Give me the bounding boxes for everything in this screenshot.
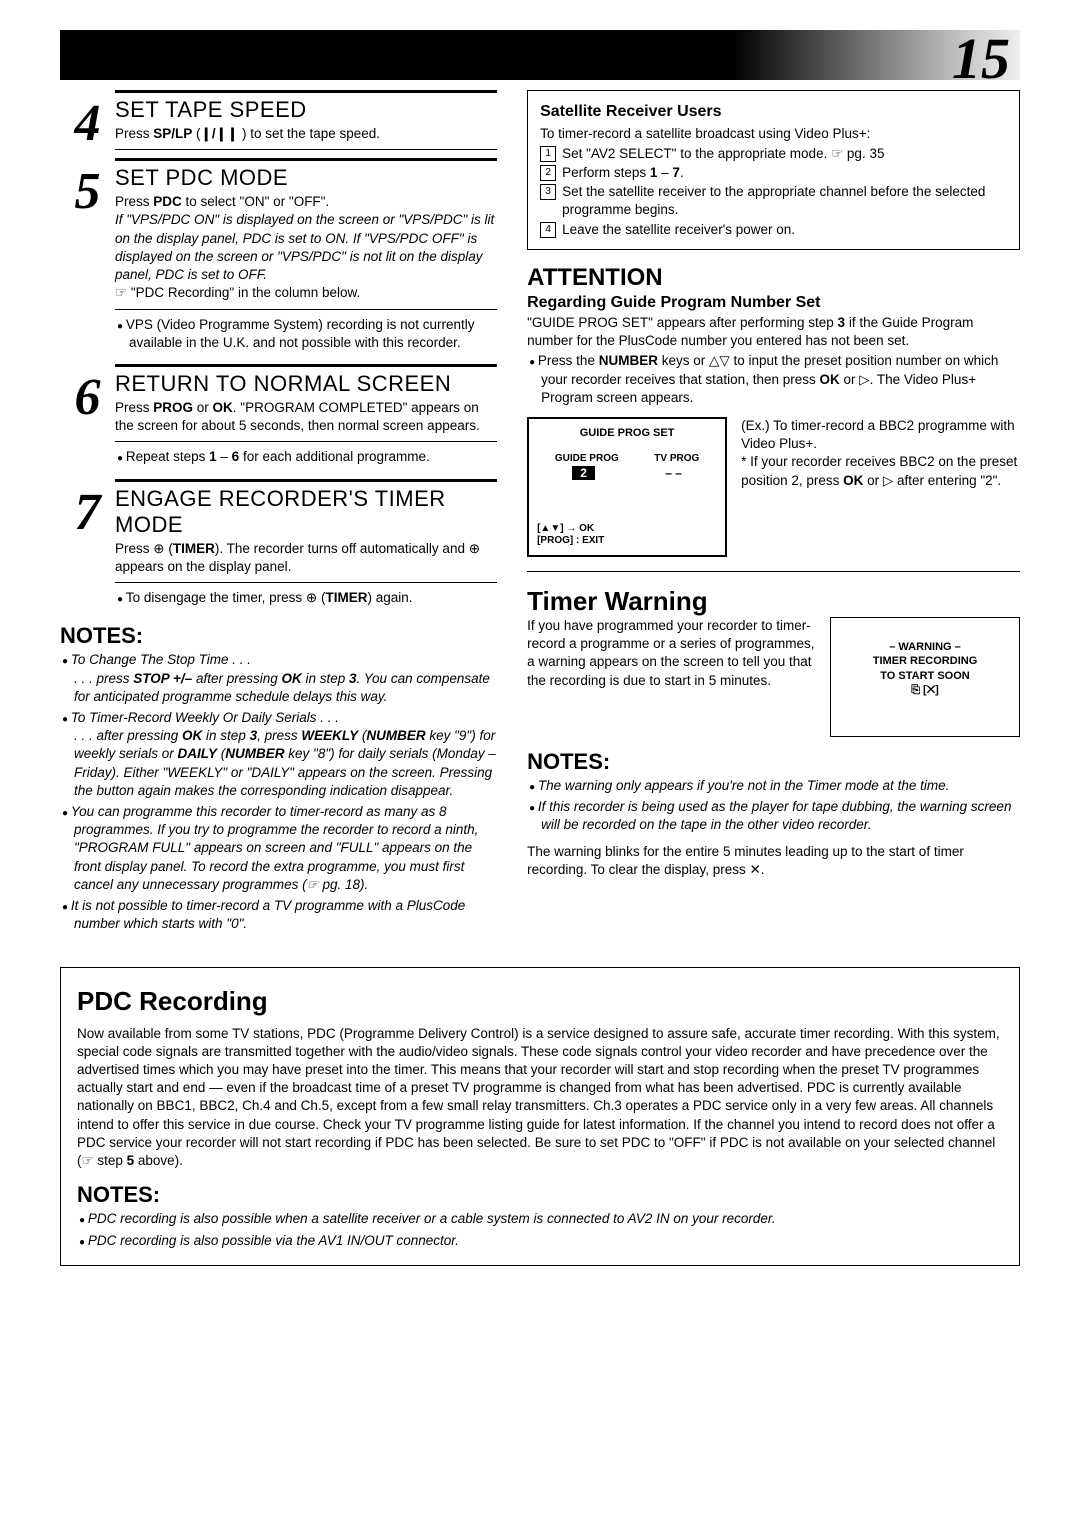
- box-num-icon: 1: [540, 146, 556, 162]
- satellite-steps: 1Set "AV2 SELECT" to the appropriate mod…: [540, 145, 1007, 239]
- screen-example-row: GUIDE PROG SET GUIDE PROG TV PROG 2 – – …: [527, 417, 1020, 557]
- header-band: 15: [60, 30, 1020, 80]
- pdc-notes-list: PDC recording is also possible when a sa…: [77, 1210, 1003, 1249]
- right-column: Satellite Receiver Users To timer-record…: [527, 90, 1020, 937]
- step-number: 4: [60, 98, 115, 150]
- step-number: 7: [60, 487, 115, 539]
- timer-warning-heading: Timer Warning: [527, 571, 1020, 617]
- box-num-icon: 4: [540, 222, 556, 238]
- sat-step-2: 2Perform steps 1 – 7.: [540, 164, 1007, 182]
- note-item: PDC recording is also possible when a sa…: [91, 1210, 1003, 1228]
- timer-tail: The warning blinks for the entire 5 minu…: [527, 843, 1020, 879]
- sat-step-4: 4Leave the satellite receiver's power on…: [540, 221, 1007, 239]
- step-content: RETURN TO NORMAL SCREEN Press PROG or OK…: [115, 364, 497, 471]
- note-item: To Change The Stop Time . . .. . . press…: [74, 651, 497, 706]
- step-content: SET PDC MODE Press PDC to select "ON" or…: [115, 158, 497, 356]
- note-item: To Timer-Record Weekly Or Daily Serials …: [74, 709, 497, 800]
- guide-prog-screen: GUIDE PROG SET GUIDE PROG TV PROG 2 – – …: [527, 417, 727, 557]
- step-4: 4 SET TAPE SPEED Press SP/LP (❙/❙❙ ) to …: [60, 90, 497, 150]
- step-title: ENGAGE RECORDER'S TIMER MODE: [115, 486, 497, 538]
- step-number: 5: [60, 166, 115, 218]
- warning-screen: – WARNING –TIMER RECORDINGTO START SOON⎘…: [830, 617, 1020, 737]
- satellite-heading: Satellite Receiver Users: [540, 101, 1007, 123]
- step-7: 7 ENGAGE RECORDER'S TIMER MODE Press ⊕ (…: [60, 479, 497, 612]
- step-number: 6: [60, 372, 115, 424]
- timer-notes-list: The warning only appears if you're not i…: [527, 777, 1020, 835]
- step-6: 6 RETURN TO NORMAL SCREEN Press PROG or …: [60, 364, 497, 471]
- note-item: PDC recording is also possible via the A…: [91, 1232, 1003, 1250]
- step-body: Press SP/LP (❙/❙❙ ) to set the tape spee…: [115, 125, 497, 150]
- note-item: It is not possible to timer-record a TV …: [74, 897, 497, 933]
- step-body: Press ⊕ (TIMER). The recorder turns off …: [115, 540, 497, 583]
- pdc-box: PDC Recording Now available from some TV…: [60, 967, 1020, 1266]
- satellite-box: Satellite Receiver Users To timer-record…: [527, 90, 1020, 250]
- screen-title: GUIDE PROG SET: [537, 427, 717, 439]
- step-title: SET TAPE SPEED: [115, 97, 497, 123]
- attention-bullet: Press the NUMBER keys or △▽ to input the…: [527, 352, 1020, 407]
- step-title: RETURN TO NORMAL SCREEN: [115, 371, 497, 397]
- left-column: 4 SET TAPE SPEED Press SP/LP (❙/❙❙ ) to …: [60, 90, 497, 937]
- attention-subheading: Regarding Guide Program Number Set: [527, 294, 1020, 312]
- attention-text: "GUIDE PROG SET" appears after performin…: [527, 314, 1020, 350]
- step-body: Press PROG or OK. "PROGRAM COMPLETED" ap…: [115, 399, 497, 442]
- timer-row: If you have programmed your recorder to …: [527, 617, 1020, 737]
- note-item: The warning only appears if you're not i…: [541, 777, 1020, 795]
- main-columns: 4 SET TAPE SPEED Press SP/LP (❙/❙❙ ) to …: [60, 90, 1020, 937]
- note-item: If this recorder is being used as the pl…: [541, 798, 1020, 834]
- step-note: Repeat steps 1 – 6 for each additional p…: [115, 442, 497, 470]
- pdc-heading: PDC Recording: [77, 986, 1003, 1017]
- sat-step-3: 3Set the satellite receiver to the appro…: [540, 183, 1007, 219]
- step-title: SET PDC MODE: [115, 165, 497, 191]
- step-content: SET TAPE SPEED Press SP/LP (❙/❙❙ ) to se…: [115, 90, 497, 150]
- notes-list: To Change The Stop Time . . .. . . press…: [60, 651, 497, 933]
- screen-cols: GUIDE PROG TV PROG: [537, 453, 717, 464]
- page-number: 15: [952, 25, 1010, 92]
- timer-text: If you have programmed your recorder to …: [527, 617, 816, 737]
- screen-values: 2 – –: [537, 466, 717, 480]
- box-num-icon: 2: [540, 165, 556, 181]
- note-item: You can programme this recorder to timer…: [74, 803, 497, 894]
- step-5: 5 SET PDC MODE Press PDC to select "ON" …: [60, 158, 497, 356]
- satellite-intro: To timer-record a satellite broadcast us…: [540, 125, 1007, 143]
- step-note: To disengage the timer, press ⊕ (TIMER) …: [115, 583, 497, 611]
- notes-heading: NOTES:: [60, 623, 497, 649]
- box-num-icon: 3: [540, 184, 556, 200]
- attention-heading: ATTENTION: [527, 264, 1020, 292]
- step-note: VPS (Video Programme System) recording i…: [115, 310, 497, 356]
- timer-notes-heading: NOTES:: [527, 749, 1020, 775]
- example-text: (Ex.) To timer-record a BBC2 programme w…: [741, 417, 1020, 557]
- sat-step-1: 1Set "AV2 SELECT" to the appropriate mod…: [540, 145, 1007, 163]
- page: 15 4 SET TAPE SPEED Press SP/LP (❙/❙❙ ) …: [0, 0, 1080, 1316]
- step-content: ENGAGE RECORDER'S TIMER MODE Press ⊕ (TI…: [115, 479, 497, 612]
- screen-bottom: [▲▼] → OK[PROG] : EXIT: [537, 523, 604, 547]
- pdc-body: Now available from some TV stations, PDC…: [77, 1025, 1003, 1171]
- pdc-notes-heading: NOTES:: [77, 1182, 1003, 1208]
- step-body: Press PDC to select "ON" or "OFF".If "VP…: [115, 193, 497, 309]
